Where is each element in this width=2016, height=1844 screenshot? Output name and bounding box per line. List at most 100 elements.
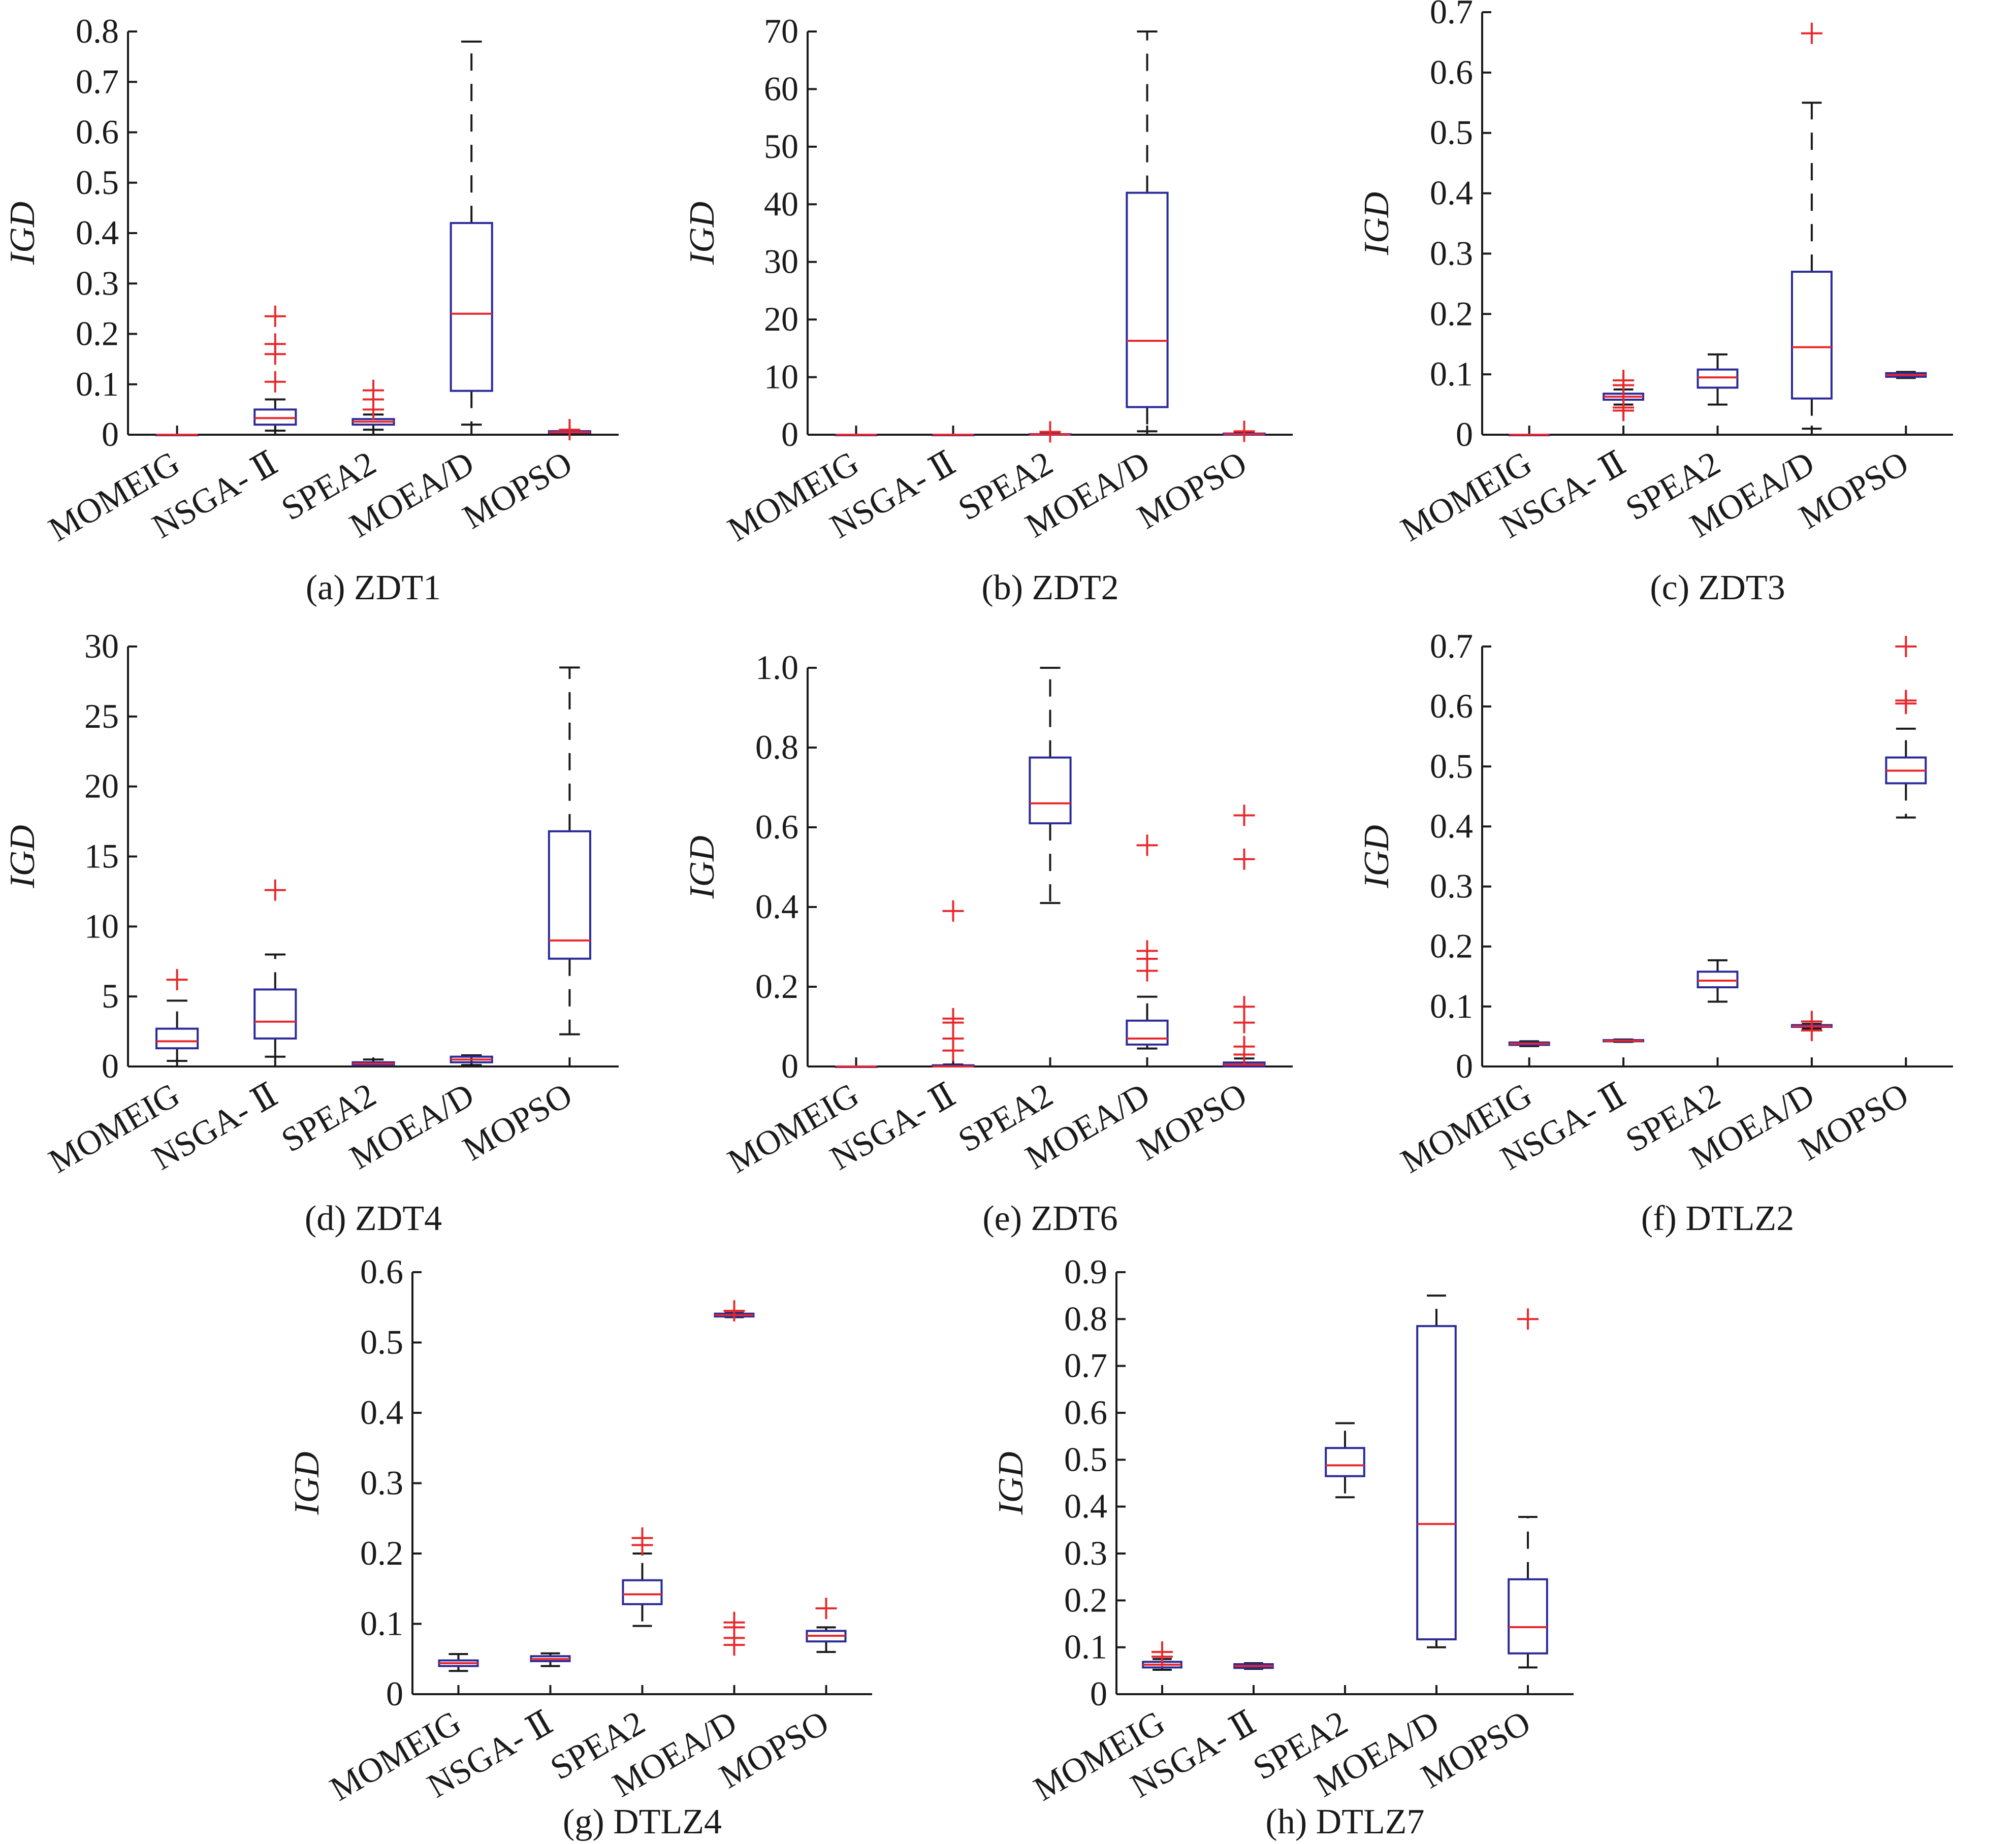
box-5 [1223,420,1266,442]
outlier-marker [559,419,581,441]
outlier-marker [1233,996,1255,1018]
chart-caption: (a) ZDT1 [306,568,441,607]
y-tick-label: 0.1 [1430,354,1473,393]
y-tick-label: 0.5 [360,1323,403,1362]
box-iqr [1126,191,1169,408]
outlier-marker [264,371,286,393]
box-3 [1697,959,1739,1003]
x-tick-label: MOPSO [1131,1075,1253,1168]
box-iqr [1790,271,1833,400]
outlier-marker [363,379,384,401]
y-tick-label: 0 [781,1047,798,1085]
outlier-marker [166,969,188,991]
box-1 [835,1065,878,1068]
chart-caption: (b) ZDT2 [981,568,1118,607]
box-1 [155,969,199,1062]
box-5 [1885,636,1927,819]
y-tick-label: 0 [1456,1047,1473,1085]
chart-caption: (d) ZDT4 [305,1199,442,1238]
chart-caption: (e) ZDT6 [982,1199,1117,1238]
chart-panel-1: 00.10.20.30.40.50.60.70.8IGDMOMEIGNSGA- … [3,12,619,607]
y-tick-label: 0 [102,1047,119,1085]
box-iqr [1325,1447,1365,1477]
box-5 [1223,804,1266,1067]
y-axis-label: IGD [683,202,722,265]
y-tick-label: 0.8 [755,728,798,766]
y-tick-label: 0.2 [360,1534,403,1572]
box-2 [253,879,297,1058]
y-tick-label: 10 [84,907,119,945]
outlier-marker [1233,848,1255,870]
x-tick-label: MOPSO [1131,443,1253,536]
outlier-marker [1801,22,1822,44]
y-tick-label: 70 [764,12,798,50]
y-tick-label: 0 [386,1674,403,1713]
y-tick-label: 10 [764,358,798,396]
y-tick-label: 0.6 [1430,687,1473,725]
y-tick-label: 0 [1456,415,1473,454]
box-iqr [548,830,591,960]
box-4 [1790,1011,1833,1042]
box-1 [1508,1040,1550,1047]
box-3 [1029,421,1072,443]
outlier-marker [723,1611,745,1633]
y-tick-label: 0.1 [1430,987,1473,1025]
y-tick-label: 0.4 [1430,174,1473,212]
outlier-marker [631,1527,653,1549]
box-iqr [1697,368,1739,389]
y-tick-label: 0.1 [1064,1628,1107,1666]
outlier-marker [1233,420,1255,442]
outlier-marker [264,305,286,327]
chart-caption: (f) DTLZ2 [1641,1199,1794,1238]
chart-caption: (h) DTLZ7 [1266,1802,1425,1841]
outlier-marker [264,333,286,355]
x-tick-label: MOPSO [1793,443,1915,536]
box-2 [932,900,975,1068]
box-4 [1126,834,1169,1050]
outlier-marker [1613,370,1635,392]
y-tick-label: 0.2 [1430,927,1473,965]
y-tick-label: 0.6 [1064,1393,1107,1432]
outlier-marker [942,900,964,922]
outlier-marker [1136,834,1158,856]
y-tick-label: 0.8 [1064,1299,1107,1338]
y-tick-label: 0.4 [360,1393,403,1432]
y-tick-label: 5 [102,977,119,1015]
y-tick-label: 0.2 [76,314,119,353]
y-tick-label: 0.2 [1430,294,1473,333]
box-3 [1029,667,1072,904]
y-tick-label: 0.8 [76,12,119,50]
y-tick-label: 0.6 [1430,53,1473,91]
y-axis-label: IGD [1357,825,1396,888]
outlier-marker [1233,1036,1255,1057]
box-4 [1126,30,1169,433]
box-5 [1885,371,1927,379]
y-tick-label: 0.5 [1064,1440,1107,1478]
y-tick-label: 0.7 [1430,0,1473,31]
y-tick-label: 0.2 [755,967,798,1006]
x-tick-label: MOPSO [1793,1075,1915,1168]
y-axis-label: IGD [3,202,42,265]
outlier-marker [1136,940,1158,962]
y-tick-label: 15 [84,837,119,876]
box-5 [1508,1308,1548,1669]
box-2 [253,305,297,432]
y-tick-label: 0.5 [76,163,119,202]
outlier-marker [1895,690,1917,711]
y-tick-label: 1.0 [755,648,798,687]
y-tick-label: 30 [84,627,119,665]
y-tick-label: 25 [84,697,119,735]
y-tick-label: 50 [764,127,798,166]
outlier-marker [264,879,286,901]
box-iqr [622,1579,663,1605]
outlier-marker [1801,1011,1822,1032]
box-5 [548,666,591,1036]
outlier-marker [815,1598,837,1620]
box-5 [548,419,591,441]
outlier-marker [1613,397,1635,418]
